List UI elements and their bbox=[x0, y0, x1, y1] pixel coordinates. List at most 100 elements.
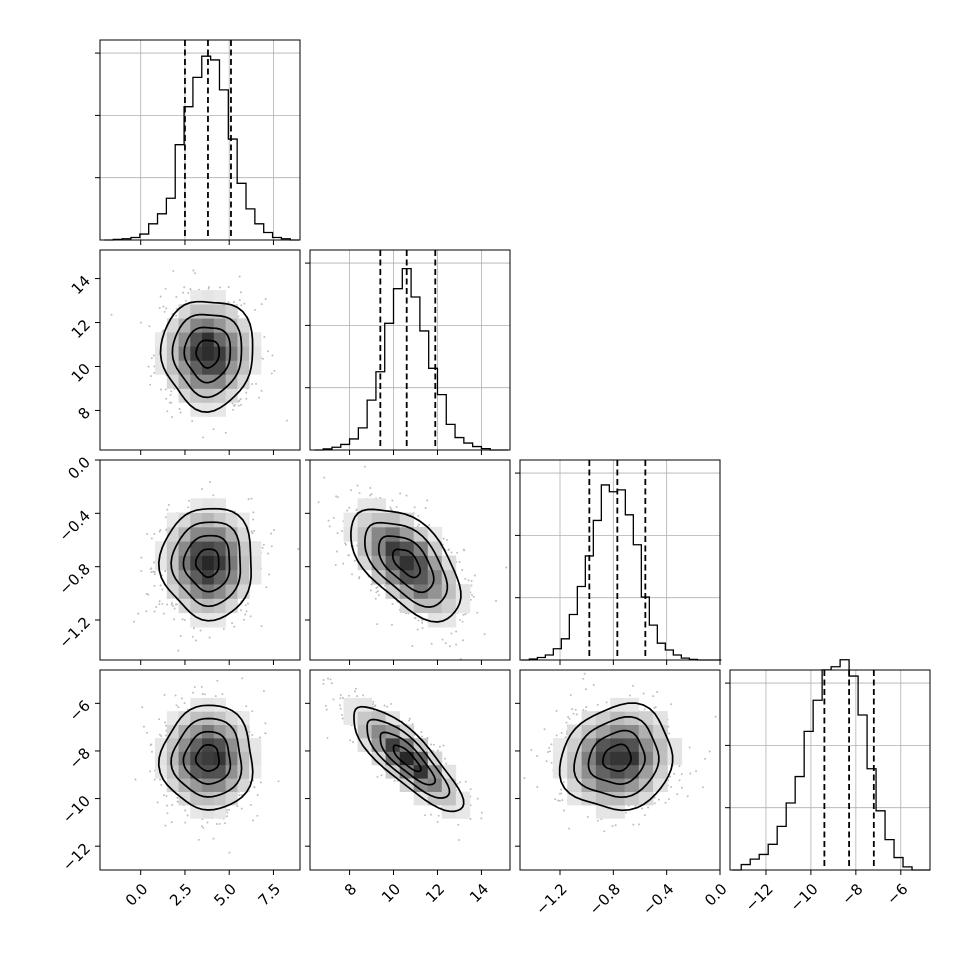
density-cell bbox=[213, 738, 226, 752]
contour-line bbox=[170, 717, 243, 798]
density-cell bbox=[249, 555, 262, 571]
density-cell bbox=[624, 711, 640, 725]
panel-frame bbox=[99, 669, 301, 871]
histogram-step-line bbox=[732, 659, 930, 871]
panel-content bbox=[110, 269, 288, 439]
density-cell bbox=[213, 711, 226, 725]
density-cell bbox=[202, 304, 215, 319]
density-cell bbox=[399, 724, 415, 739]
density-cell bbox=[213, 697, 226, 712]
density-cell bbox=[166, 569, 179, 585]
x-tick-label: 8 bbox=[341, 880, 360, 899]
y-tick-label: 12 bbox=[68, 316, 94, 342]
contour-line bbox=[182, 534, 231, 593]
density-cell bbox=[237, 711, 250, 725]
density-cell bbox=[190, 332, 203, 347]
contour-line bbox=[183, 326, 232, 384]
density-cell bbox=[249, 346, 262, 361]
density-cell bbox=[202, 555, 215, 571]
density-cell bbox=[213, 555, 226, 571]
density-cell bbox=[178, 584, 191, 599]
density-cell bbox=[178, 711, 191, 725]
density-cell bbox=[202, 332, 215, 347]
scatter-panel-2-0 bbox=[95, 459, 301, 665]
density-cell bbox=[155, 555, 168, 571]
panel-content bbox=[322, 677, 483, 841]
density-cell bbox=[385, 555, 400, 571]
panel-content bbox=[317, 465, 508, 660]
density-cell bbox=[225, 724, 238, 739]
density-cell bbox=[371, 751, 386, 766]
density-cell bbox=[178, 332, 191, 347]
density-cell bbox=[225, 711, 238, 725]
panel-content bbox=[134, 677, 280, 854]
density-cell bbox=[357, 711, 372, 725]
density-cell bbox=[371, 724, 386, 739]
density-cell bbox=[202, 388, 215, 403]
density-cell bbox=[225, 584, 238, 599]
density-cell bbox=[237, 778, 250, 792]
density-cell bbox=[567, 778, 582, 792]
histogram-step-line bbox=[521, 484, 722, 661]
x-tick-label: 2.5 bbox=[166, 880, 196, 910]
density-cell bbox=[202, 778, 215, 792]
density-cell bbox=[413, 764, 429, 779]
panel-frame bbox=[99, 249, 301, 451]
density-cell bbox=[385, 738, 400, 752]
density-cell bbox=[357, 512, 372, 528]
density-cell bbox=[225, 764, 238, 779]
density-cell bbox=[166, 555, 179, 571]
density-cell bbox=[413, 738, 429, 752]
contour-line bbox=[159, 300, 254, 413]
density-cell bbox=[225, 555, 238, 571]
scatter-panel-3-1 bbox=[305, 669, 511, 875]
density-cell bbox=[155, 764, 168, 779]
density-cell bbox=[213, 724, 226, 739]
contour-line bbox=[379, 731, 437, 786]
density-cell bbox=[202, 346, 215, 361]
density-cell bbox=[667, 751, 683, 766]
density-cell bbox=[653, 711, 668, 725]
density-cell bbox=[441, 791, 457, 806]
contour-line bbox=[391, 548, 422, 579]
density-cell bbox=[190, 598, 203, 614]
density-cell bbox=[638, 791, 654, 806]
density-cell bbox=[166, 584, 179, 599]
contour-line bbox=[182, 730, 232, 785]
density-cell bbox=[202, 498, 215, 513]
scatter-panel-3-2 bbox=[515, 669, 721, 875]
density-cell bbox=[213, 584, 226, 599]
density-cell bbox=[202, 804, 215, 819]
contour-line bbox=[194, 548, 220, 579]
density-cell bbox=[595, 724, 611, 739]
contour-line bbox=[573, 715, 660, 799]
density-cell bbox=[427, 541, 443, 556]
density-cell bbox=[225, 388, 238, 403]
density-cell bbox=[610, 804, 625, 819]
density-cell bbox=[213, 512, 226, 528]
panel-frame bbox=[309, 669, 511, 871]
density-cell bbox=[427, 584, 443, 599]
density-cell bbox=[237, 346, 250, 361]
density-cell bbox=[202, 290, 215, 305]
density-cell bbox=[155, 751, 168, 766]
x-tick-label: 7.5 bbox=[255, 880, 285, 910]
density-cell bbox=[213, 498, 226, 513]
y-tick-label: −1.2 bbox=[56, 613, 94, 651]
density-cell bbox=[399, 555, 415, 571]
density-cell bbox=[166, 318, 179, 333]
contour-line bbox=[377, 535, 435, 594]
density-cell bbox=[249, 738, 262, 752]
density-cell bbox=[190, 612, 203, 628]
density-cell bbox=[638, 711, 654, 725]
density-cell bbox=[166, 360, 179, 375]
x-tick-label: −8 bbox=[838, 880, 866, 908]
density-cell bbox=[213, 318, 226, 333]
density-cell bbox=[624, 764, 640, 779]
density-cell bbox=[371, 555, 386, 571]
hist-panel-1 bbox=[305, 249, 511, 455]
scatter-panel-2-1 bbox=[305, 459, 511, 665]
density-cell bbox=[343, 512, 358, 528]
density-cell bbox=[190, 724, 203, 739]
